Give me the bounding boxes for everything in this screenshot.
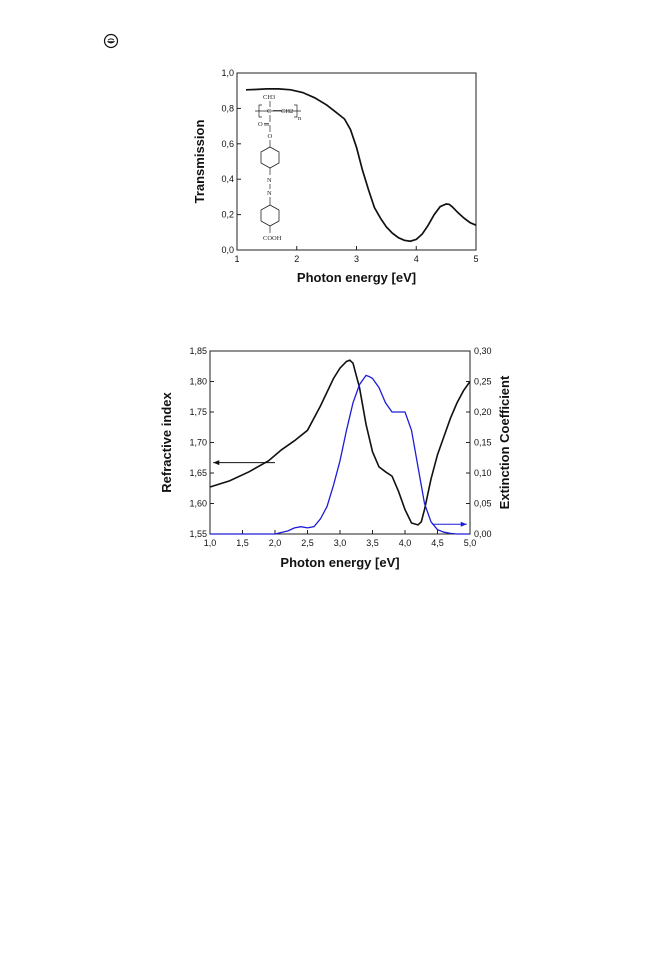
x-tick-label: 5,0 <box>464 538 477 548</box>
arrow-head <box>460 521 467 527</box>
benzene-ring <box>260 146 280 169</box>
y2-tick-label: 0,00 <box>474 529 492 539</box>
chem-label: n <box>298 115 302 122</box>
chem-label: N <box>267 177 272 184</box>
x-tick-label: 1 <box>234 254 239 264</box>
x-tick-label: 4,5 <box>431 538 444 548</box>
y-tick-label: 1,60 <box>189 499 207 509</box>
chem-label: N <box>267 190 272 197</box>
x-tick-label: 3,0 <box>334 538 347 548</box>
y2-tick-label: 0,20 <box>474 407 492 417</box>
x-tick-label: 2,5 <box>301 538 314 548</box>
x-tick-label: 3,5 <box>366 538 379 548</box>
extinction-coefficient-line <box>210 374 470 535</box>
y2-tick-label: 0,10 <box>474 468 492 478</box>
y2-tick-label: 0,15 <box>474 438 492 448</box>
x-tick-label: 4 <box>414 254 419 264</box>
x-tick-label: 2 <box>294 254 299 264</box>
y-axis-title: Transmission <box>192 120 207 204</box>
transmission-line <box>245 88 477 243</box>
benzene-ring <box>260 204 280 227</box>
y2-tick-label: 0,30 <box>474 346 492 356</box>
chem-label: O <box>268 133 273 140</box>
y-tick-label: 0,6 <box>221 139 234 149</box>
refractive-index-chart: 1,0 1,5 2,0 2,5 3,0 3,5 4,0 4,5 5,0 1,55 1,60 1,65 1… <box>159 346 512 570</box>
y-tick-label: 0,0 <box>221 245 234 255</box>
chemical-structure-inset: CH3 C CH2 n OO NN COOH <box>255 94 302 242</box>
emblem-icon <box>103 33 119 49</box>
x-axis-title: Photon energy [eV] <box>280 555 399 570</box>
x-tick-label: 5 <box>473 254 478 264</box>
chem-label: CH2 <box>281 108 293 115</box>
y-axis-title: Refractive index <box>159 392 174 493</box>
y2-tick-label: 0,25 <box>474 377 492 387</box>
x-tick-label: 4,0 <box>399 538 412 548</box>
y-tick-label: 1,75 <box>189 407 207 417</box>
arrow-head <box>213 460 220 466</box>
x-tick-label: 1,5 <box>236 538 249 548</box>
y-tick-label: 0,8 <box>221 103 234 113</box>
chem-label: O <box>258 121 263 128</box>
chem-label: COOH <box>263 235 282 242</box>
y-tick-label: 1,85 <box>189 346 207 356</box>
y-tick-label: 0,2 <box>221 210 234 220</box>
y-tick-label: 1,0 <box>221 68 234 78</box>
chem-label: CH3 <box>263 94 275 101</box>
x-tick-label: 1,0 <box>204 538 217 548</box>
y-tick-label: 1,70 <box>189 438 207 448</box>
x-axis-title: Photon energy [eV] <box>297 270 416 285</box>
y-tick-label: 1,55 <box>189 529 207 539</box>
y-tick-label: 1,65 <box>189 468 207 478</box>
plot-frame <box>209 350 471 535</box>
y-tick-label: 0,4 <box>221 174 234 184</box>
x-tick-label: 3 <box>354 254 359 264</box>
y2-axis-title: Extinction Coefficient <box>497 375 512 509</box>
transmission-chart: 1 2 3 4 5 0,0 0,2 0,4 0,6 0,8 1,0 Photon energy [eV… <box>192 68 479 285</box>
refractive-index-line <box>209 359 471 526</box>
x-tick-label: 2,0 <box>269 538 282 548</box>
y-tick-label: 1,80 <box>189 377 207 387</box>
y2-tick-label: 0,05 <box>474 499 492 509</box>
chem-label: C <box>267 108 271 115</box>
